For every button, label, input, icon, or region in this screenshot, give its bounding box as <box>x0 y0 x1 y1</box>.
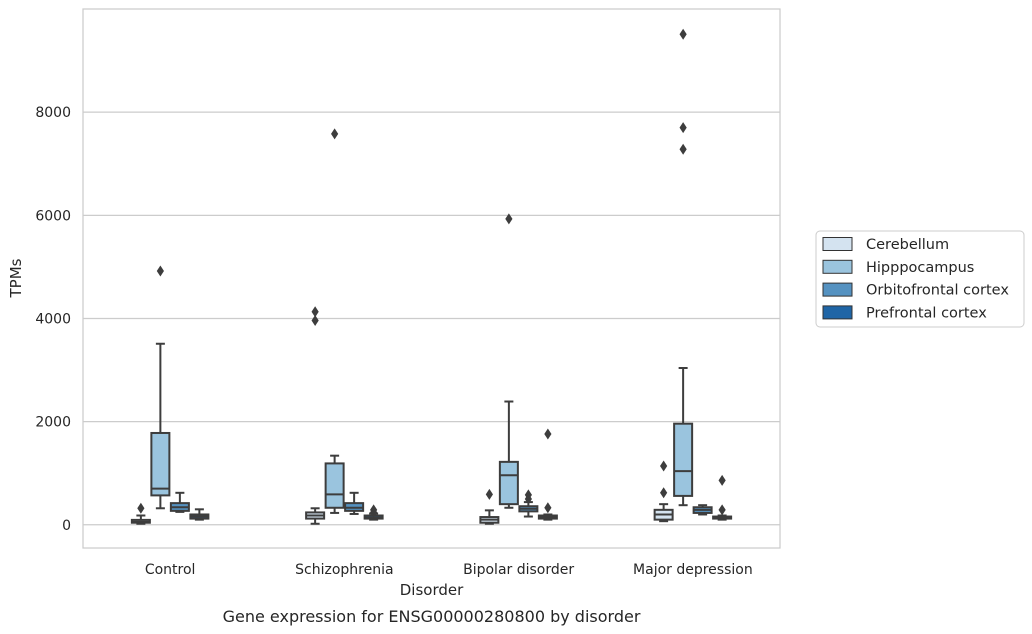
legend-swatch <box>822 259 853 274</box>
outlier-point <box>718 474 726 486</box>
y-tick-label: 2000 <box>35 415 71 431</box>
outlier-point <box>544 502 552 514</box>
box-1-2 <box>344 491 365 515</box>
box-2-1 <box>498 213 519 509</box>
box-plot-series <box>130 28 733 525</box>
y-tick-label: 4000 <box>35 311 71 327</box>
outlier-point <box>660 460 668 472</box>
outlier-point <box>485 488 493 500</box>
box-1-1 <box>324 128 345 514</box>
outlier-point <box>544 428 552 440</box>
legend-label: Prefrontal cortex <box>866 305 987 321</box>
outlier-point <box>524 489 532 501</box>
y-tick-label: 6000 <box>35 208 71 224</box>
x-tick-label: Bipolar disorder <box>463 562 574 578</box>
box-iqr <box>150 431 171 497</box>
outlier-point <box>311 315 319 327</box>
outlier-point <box>679 122 687 134</box>
chart-caption: Gene expression for ENSG00000280800 by d… <box>223 607 641 626</box>
box-0-2 <box>169 491 190 513</box>
y-tick-label: 8000 <box>35 105 71 121</box>
legend-label: Cerebellum <box>866 237 949 253</box>
x-tick-label: Major depression <box>633 562 753 578</box>
y-axis-title: TPMs <box>7 258 25 298</box>
legend-frame <box>815 230 1025 328</box>
box-2-2 <box>518 489 539 518</box>
box-3-2 <box>692 504 713 516</box>
outlier-point <box>311 306 319 318</box>
outlier-point <box>718 504 726 516</box>
box-1-0 <box>305 306 326 525</box>
box-3-0 <box>653 460 674 523</box>
outlier-point <box>660 487 668 499</box>
x-tick-label: Schizophrenia <box>295 562 393 578</box>
legend: Cerebellum Hipppocampus Orbitofrontal cort… <box>815 230 1025 328</box>
plot-area-frame <box>82 8 781 549</box>
box-iqr <box>673 422 694 497</box>
x-axis-ticks: Control Schizophrenia Bipolar disorder Majo… <box>145 562 753 578</box>
legend-label: Orbitofrontal cortex <box>866 283 1009 299</box>
outlier-point <box>331 128 339 140</box>
box-3-3 <box>712 474 733 521</box>
box-0-0 <box>130 502 151 525</box>
outlier-point <box>370 504 378 516</box>
box-iqr <box>324 462 345 509</box>
y-tick-label: 0 <box>62 518 71 534</box>
box-0-3 <box>189 508 210 521</box>
outlier-point <box>505 213 513 225</box>
gridlines <box>83 111 780 526</box>
outlier-point <box>679 28 687 40</box>
outlier-point <box>679 143 687 155</box>
y-axis-ticks: 0 2000 4000 6000 8000 <box>35 105 71 534</box>
legend-swatch <box>822 305 853 320</box>
x-tick-label: Control <box>145 562 196 578</box>
box-2-0 <box>479 488 500 525</box>
outlier-point <box>137 502 145 514</box>
box-iqr <box>498 460 519 506</box>
outlier-point <box>156 265 164 277</box>
legend-swatch <box>822 237 853 251</box>
legend-label: Hipppocampus <box>866 260 974 276</box>
legend-swatch <box>822 282 853 297</box>
x-axis-title: Disorder <box>400 581 464 599</box>
box-0-1 <box>150 265 171 510</box>
box-3-1 <box>673 28 694 507</box>
box-1-3 <box>363 504 384 521</box>
box-2-3 <box>537 428 558 521</box>
